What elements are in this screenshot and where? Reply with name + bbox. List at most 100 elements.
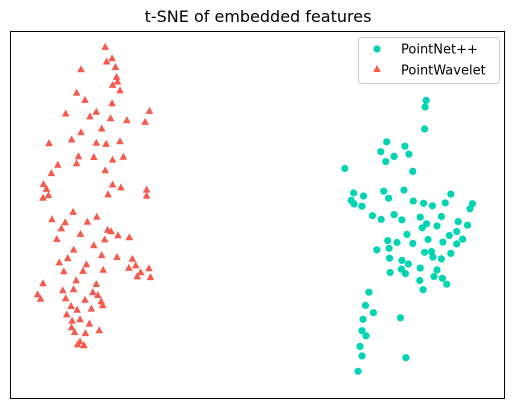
pointwavelet-point-82 [87,304,96,312]
pointwavelet-point-32 [44,191,53,199]
pointnet-point-40 [393,238,401,247]
pointnet-point-35 [453,227,461,236]
pointnet-point-7 [390,152,398,160]
pointnet-point-6 [405,150,413,158]
pointwavelet-point-11 [108,99,116,107]
pointwavelet-point-78 [94,291,102,298]
pointwavelet-point-93 [67,323,76,331]
pointwavelet-point-24 [74,152,83,160]
pointnet-point-70 [358,327,366,335]
pointnet-point-24 [358,202,366,210]
pointnet-point-15 [380,187,388,195]
pointwavelet-point-52 [69,245,78,253]
pointwavelet-point-46 [76,229,85,237]
pointnet-point-59 [433,266,441,274]
pointwavelet-point-64 [146,273,155,281]
pointwavelet-point-56 [128,254,137,262]
pointwavelet-point-50 [125,233,134,241]
pointnet-point-77 [418,224,426,232]
pointwavelet-point-72 [89,288,97,296]
pointwavelet-point-84 [62,310,71,318]
pointwavelet-point-76 [61,294,70,302]
pointwavelet-point-4 [112,72,121,80]
pointwavelet-point-65 [60,267,68,275]
pointnet-point-57 [401,270,409,278]
pointwavelet-point-18 [77,128,85,136]
pointnet-point-30 [437,212,445,221]
pointwavelet-point-6 [108,80,117,88]
pointwavelet-point-96 [47,169,56,177]
pointnet-point-56 [386,268,394,277]
pointwavelet-point-69 [92,280,101,287]
pointwavelet-point-7 [116,86,124,94]
pointwavelet-point-42 [83,217,92,225]
pointwavelet-point-73 [33,290,42,298]
pointnet-point-10 [409,167,417,175]
pointnet-point-44 [459,235,467,243]
pointnet-point-26 [377,215,385,223]
pointnet-point-5 [401,142,409,150]
pointwavelet-point-95 [102,57,111,65]
pointnet-point-28 [398,216,406,224]
pointnet-point-64 [419,286,427,294]
pointwavelet-point-98 [119,152,128,160]
legend: PointNet++ PointWavelet [358,37,500,84]
pointnet-point-4 [377,148,385,156]
pointwavelet-point-30 [39,180,48,188]
pointwavelet-point-63 [133,272,141,280]
pointwavelet-point-94 [95,326,103,334]
pointwavelet-point-2 [111,63,120,70]
pointnet-point-67 [369,309,377,317]
pointnet-point-9 [341,164,349,173]
pointwavelet-point-99 [86,112,94,120]
pointwavelet-point-25 [90,153,98,160]
chart-title: t-SNE of embedded features [145,7,372,26]
pointwavelet-point-92 [80,341,88,349]
pointnet-point-29 [416,213,424,221]
pointnet-point-21 [441,199,449,207]
pointwavelet-point-19 [92,138,101,146]
pointwavelet-point-20 [116,137,124,145]
pointwavelet-point-9 [81,95,89,103]
pointwavelet-point-29 [101,166,109,174]
plot-area [10,31,505,399]
pointwavelet-point-22 [67,135,76,143]
pointnet-point-43 [453,240,461,248]
pointwavelet-point-13 [97,124,106,132]
pointnet-point-39 [384,237,392,245]
pointnet-point-3 [383,138,391,146]
pointnet-point-27 [390,211,398,219]
pointwavelet-point-88 [70,328,79,335]
pointnet-point-18 [409,197,417,205]
pointnet-point-65 [365,288,373,296]
legend-box [358,37,500,84]
pointnet-point-69 [396,314,405,322]
pointwavelet-point-85 [68,316,76,324]
pointwavelet-point-55 [113,252,121,260]
pointwavelet-point-75 [59,286,67,294]
pointnet-point-16 [400,186,408,194]
pointnet-point-46 [385,244,393,252]
pointnet-point-42 [439,238,447,246]
pointnet-point-1 [421,103,429,111]
pointnet-point-68 [359,315,367,323]
series-pointwavelet [33,42,155,349]
data-points [33,42,476,375]
pointwavelet-point-66 [79,266,87,274]
pointnet-point-63 [443,280,451,288]
pointwavelet-point-91 [73,340,82,348]
pointwavelet-point-77 [81,295,89,303]
legend-label-pointnet: PointNet++ [401,43,478,58]
pointwavelet-point-44 [57,224,66,232]
pointwavelet-point-34 [108,180,117,188]
pointwavelet-point-21 [102,139,110,147]
pointwavelet-point-41 [93,212,101,220]
pointnet-point-47 [421,248,429,256]
pointnet-point-41 [409,239,417,248]
pointwavelet-point-26 [72,159,81,167]
pointwavelet-point-15 [61,109,70,117]
pointnet-point-48 [427,248,436,256]
pointnet-point-20 [428,202,437,210]
pointwavelet-point-57 [55,258,64,266]
